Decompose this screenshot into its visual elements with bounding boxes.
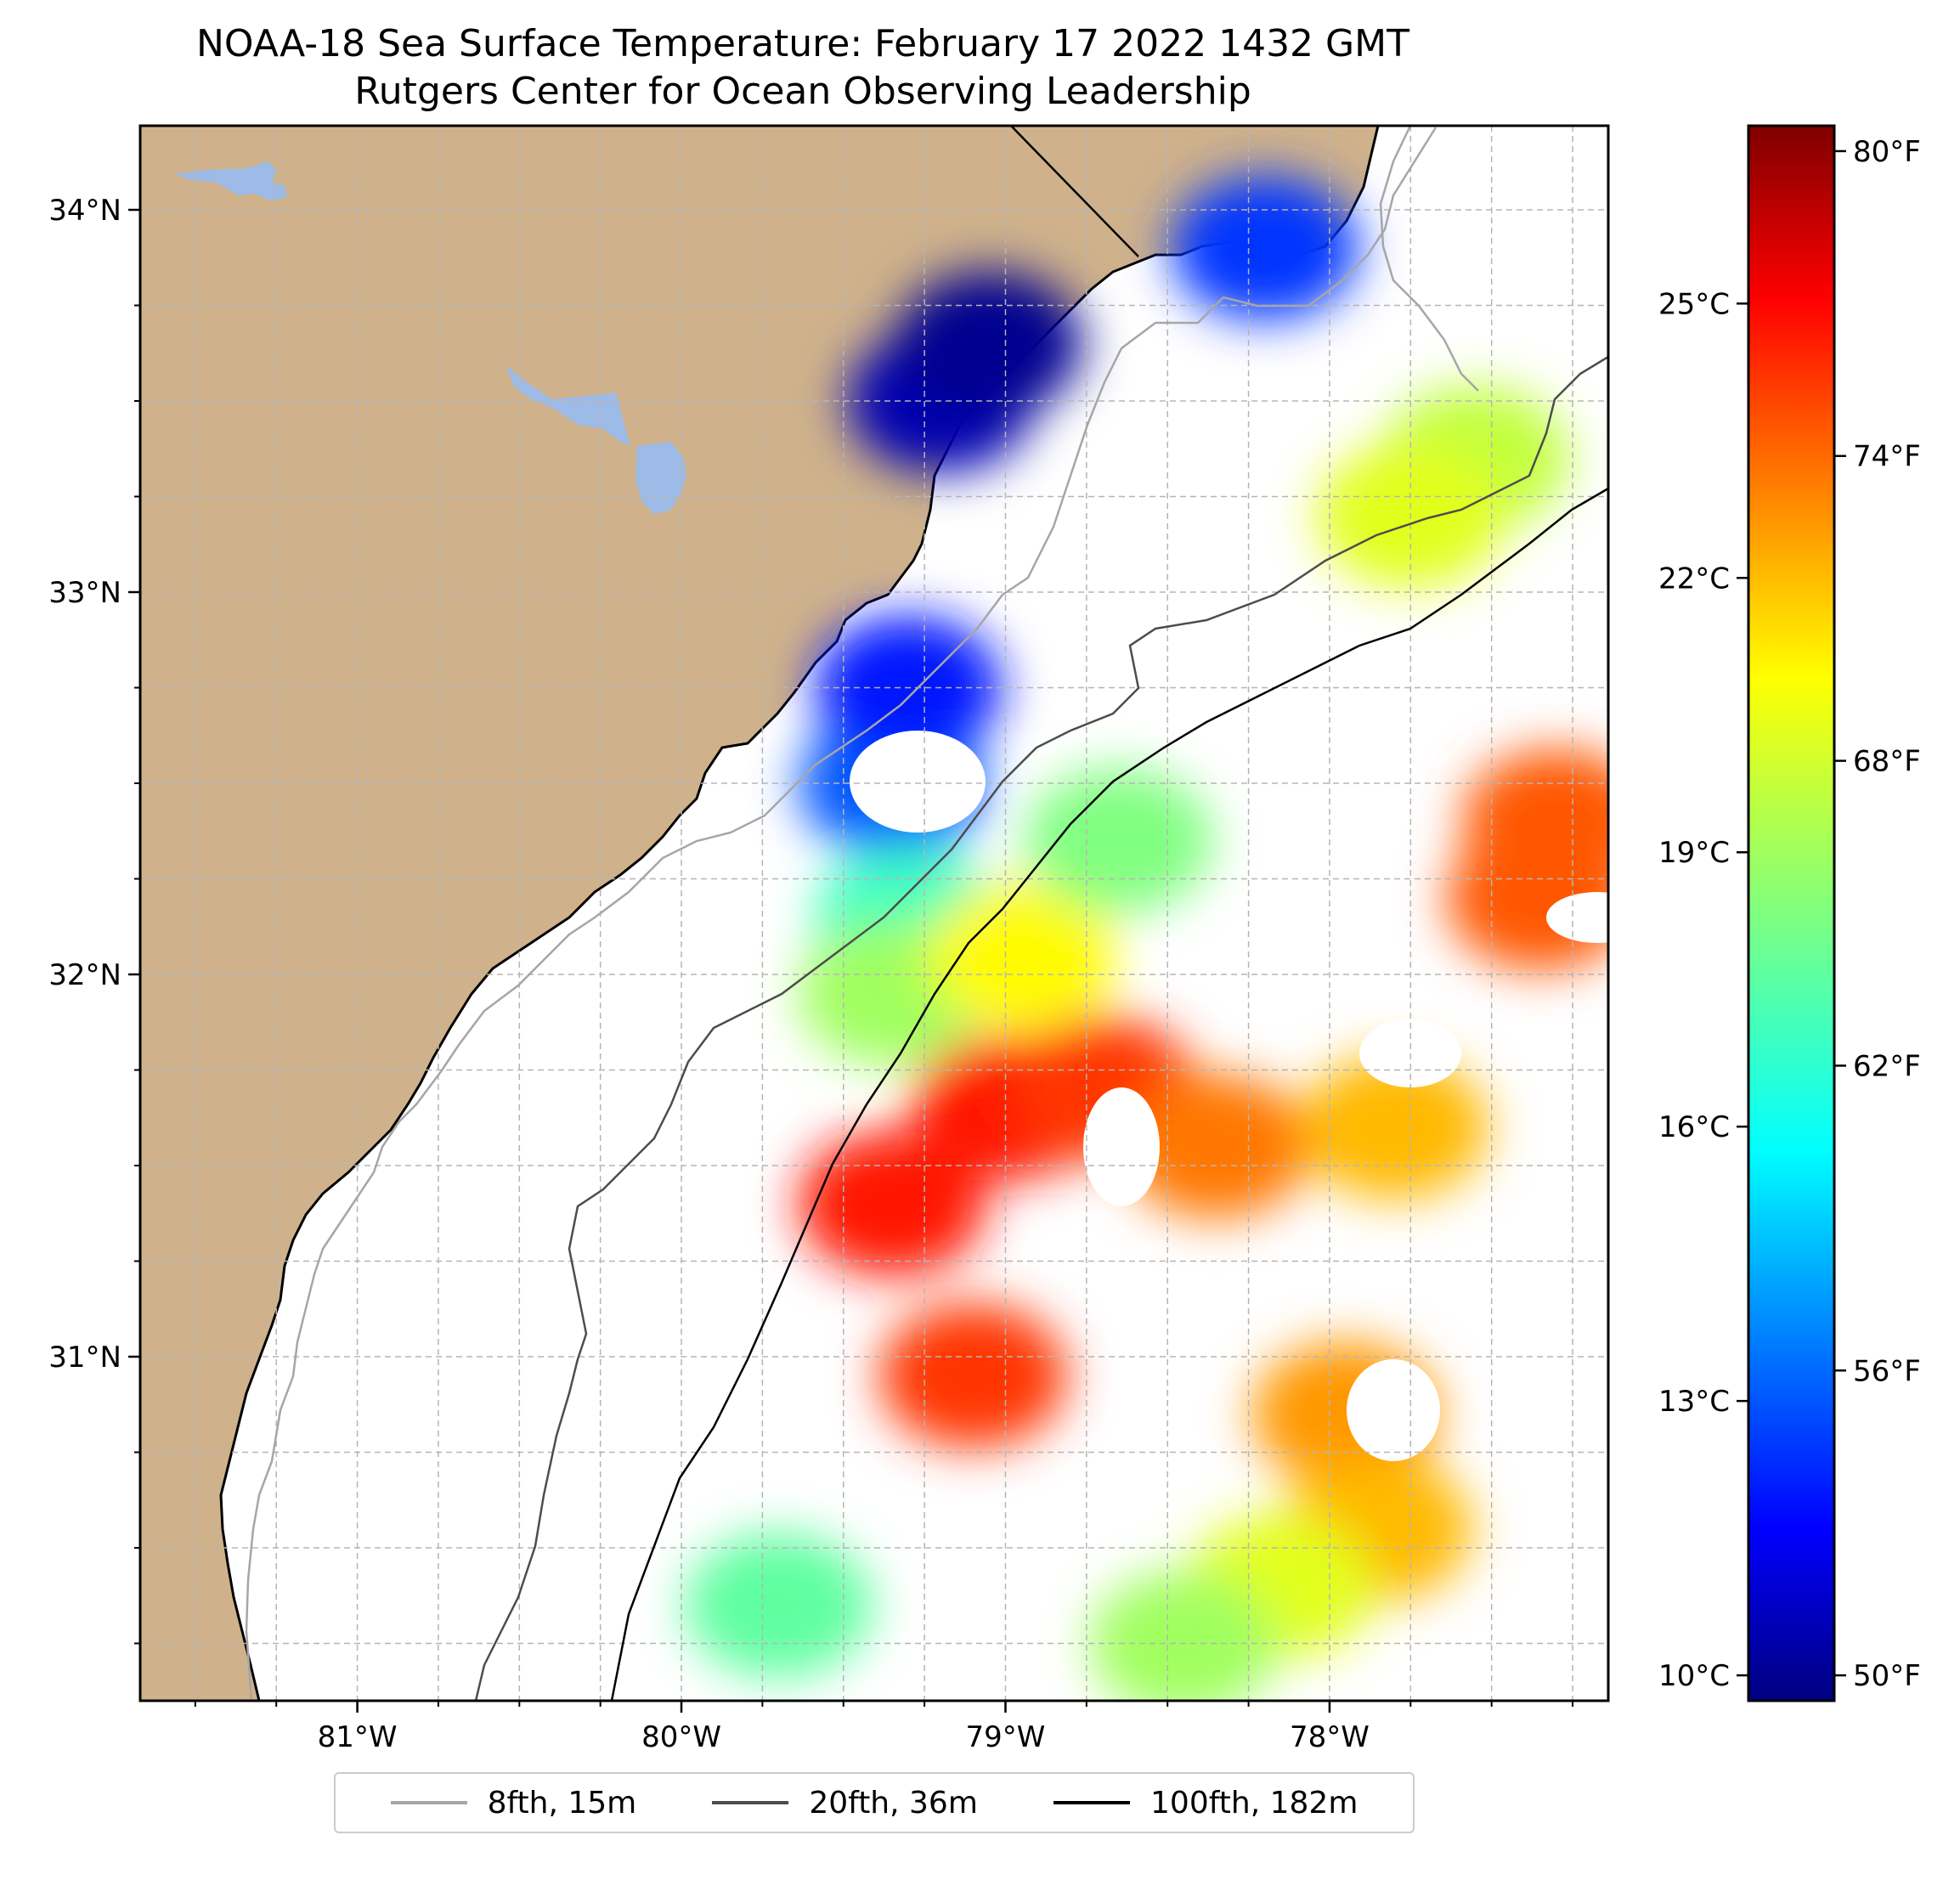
isobath-legend: 8fth, 15m 20fth, 36m 100fth, 182m bbox=[334, 1772, 1415, 1833]
celsius-tick-label: 13°C bbox=[1658, 1385, 1730, 1419]
lake-moultrie bbox=[506, 365, 630, 446]
isobath-8fth bbox=[245, 127, 1438, 1701]
sst-patch bbox=[798, 1132, 986, 1276]
fahrenheit-tick-label: 68°F bbox=[1853, 745, 1921, 779]
isobath-20fth bbox=[474, 355, 1608, 1701]
legend-item-100fth: 100fth, 182m bbox=[1053, 1786, 1358, 1821]
lon-tick-label: 79°W bbox=[966, 1720, 1046, 1754]
lat-tick-label: 31°N bbox=[48, 1341, 121, 1375]
legend-label-8fth: 8fth, 15m bbox=[487, 1785, 637, 1821]
map-frame bbox=[138, 124, 1610, 1702]
fahrenheit-tick-label: 80°F bbox=[1853, 135, 1921, 169]
lat-tick-label: 34°N bbox=[48, 194, 121, 228]
longitude-axis: 81°W 80°W 79°W 78°W bbox=[194, 1701, 1574, 1754]
sst-patch bbox=[1025, 768, 1212, 913]
grid-lines bbox=[140, 126, 1608, 1701]
sst-field bbox=[685, 176, 1608, 1701]
legend-swatch-100fth bbox=[1053, 1801, 1131, 1804]
lon-tick-label: 80°W bbox=[641, 1720, 721, 1754]
sst-patch bbox=[1090, 1571, 1278, 1701]
sst-patch bbox=[1171, 176, 1358, 320]
legend-item-8fth: 8fth, 15m bbox=[390, 1785, 637, 1821]
sst-patch bbox=[1463, 749, 1608, 894]
colorbar-fahrenheit-axis: 80°F 74°F 68°F 62°F 56°F 50°F bbox=[1834, 135, 1921, 1693]
sst-patch bbox=[879, 1303, 1067, 1448]
celsius-tick-label: 22°C bbox=[1658, 562, 1730, 596]
map-subtitle: Rutgers Center for Ocean Observing Leade… bbox=[354, 70, 1251, 113]
latitude-axis: 34°N 33°N 32°N 31°N bbox=[48, 194, 140, 1645]
legend-item-20fth: 20fth, 36m bbox=[712, 1786, 978, 1821]
legend-swatch-20fth bbox=[712, 1801, 789, 1804]
celsius-tick-label: 19°C bbox=[1658, 836, 1730, 870]
isobath-8fth-north bbox=[1379, 126, 1479, 392]
sst-patch bbox=[928, 883, 1116, 1028]
sst-patch bbox=[1122, 1074, 1310, 1219]
celsius-tick-label: 25°C bbox=[1658, 287, 1730, 321]
celsius-tick-label: 16°C bbox=[1658, 1110, 1730, 1144]
lon-tick-label: 78°W bbox=[1290, 1720, 1370, 1754]
lon-tick-label: 81°W bbox=[318, 1720, 398, 1754]
fahrenheit-tick-label: 50°F bbox=[1853, 1659, 1921, 1693]
fahrenheit-tick-label: 56°F bbox=[1853, 1354, 1921, 1388]
land-mass bbox=[140, 126, 1380, 1701]
colorbar bbox=[1747, 124, 1836, 1702]
lake-marion bbox=[174, 161, 287, 200]
map-title: NOAA-18 Sea Surface Temperature: Februar… bbox=[196, 22, 1409, 65]
legend-swatch-8fth bbox=[390, 1801, 467, 1804]
lat-tick-label: 33°N bbox=[48, 576, 121, 610]
sst-patch bbox=[1301, 1055, 1488, 1200]
lat-tick-label: 32°N bbox=[48, 958, 121, 992]
celsius-tick-label: 10°C bbox=[1658, 1659, 1730, 1693]
fahrenheit-tick-label: 62°F bbox=[1853, 1049, 1921, 1083]
legend-label-20fth: 20fth, 36m bbox=[809, 1785, 978, 1821]
state-border bbox=[1010, 126, 1139, 257]
fahrenheit-tick-label: 74°F bbox=[1853, 440, 1921, 474]
isobath-100fth bbox=[610, 487, 1608, 1701]
colorbar-celsius-axis: 25°C 22°C 19°C 16°C 13°C 10°C bbox=[1658, 287, 1748, 1693]
sst-patch bbox=[685, 1533, 873, 1678]
sst-patch bbox=[895, 271, 1083, 416]
legend-label-100fth: 100fth, 182m bbox=[1150, 1785, 1358, 1821]
